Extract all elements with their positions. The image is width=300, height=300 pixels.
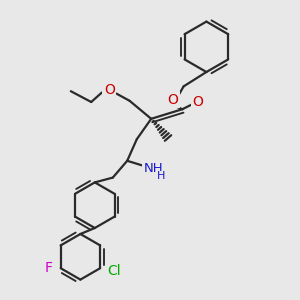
Text: O: O (167, 93, 178, 106)
Text: O: O (193, 95, 203, 109)
Text: H: H (157, 171, 165, 182)
Text: O: O (104, 83, 115, 97)
Text: F: F (45, 261, 53, 275)
Text: NH: NH (144, 161, 164, 175)
Text: Cl: Cl (108, 264, 122, 278)
